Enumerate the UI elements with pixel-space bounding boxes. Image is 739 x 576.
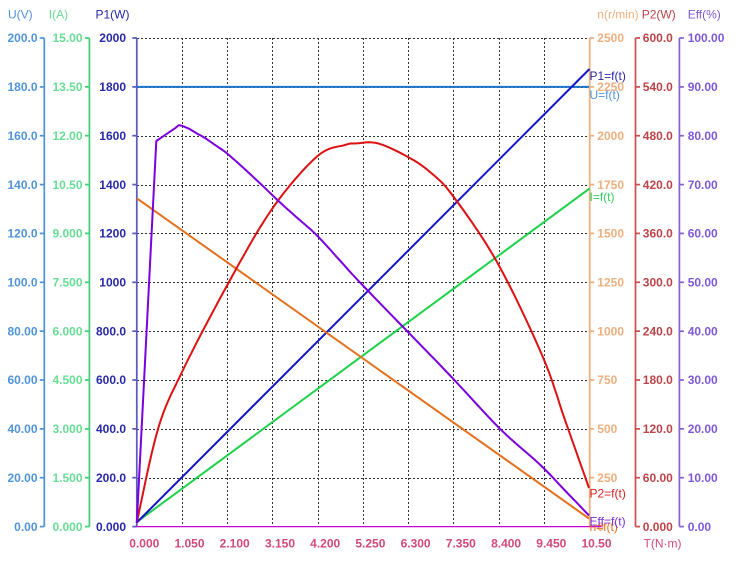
svg-text:60.00: 60.00 [688,227,718,241]
svg-text:0.000: 0.000 [129,537,159,551]
svg-text:40.00: 40.00 [7,422,37,436]
svg-text:6.000: 6.000 [52,324,82,338]
svg-text:20.00: 20.00 [688,422,718,436]
svg-text:200.0: 200.0 [7,31,37,45]
svg-text:120.0: 120.0 [643,422,673,436]
svg-text:1400: 1400 [99,178,126,192]
svg-text:360.0: 360.0 [643,227,673,241]
svg-text:T(N·m): T(N·m) [644,537,682,551]
svg-text:1.500: 1.500 [52,471,82,485]
svg-text:7.350: 7.350 [446,537,476,551]
svg-text:3.000: 3.000 [52,422,82,436]
svg-text:2250: 2250 [597,80,624,94]
svg-text:1.050: 1.050 [174,537,204,551]
svg-text:5.250: 5.250 [355,537,385,551]
svg-text:100.00: 100.00 [688,31,725,45]
svg-text:P2=f(t): P2=f(t) [590,487,626,501]
svg-text:1800: 1800 [99,80,126,94]
svg-text:Eff(%): Eff(%) [688,8,721,22]
svg-text:400.0: 400.0 [96,422,126,436]
svg-text:250: 250 [597,471,617,485]
svg-text:480.0: 480.0 [643,129,673,143]
svg-text:800.0: 800.0 [96,324,126,338]
svg-text:540.0: 540.0 [643,80,673,94]
svg-text:P1(W): P1(W) [96,8,130,22]
svg-text:0.000: 0.000 [643,520,673,534]
svg-text:80.00: 80.00 [7,324,37,338]
svg-text:2000: 2000 [99,31,126,45]
svg-text:160.0: 160.0 [7,129,37,143]
svg-text:12.00: 12.00 [52,129,82,143]
svg-text:200.0: 200.0 [96,471,126,485]
svg-text:120.0: 120.0 [7,227,37,241]
svg-text:9.450: 9.450 [536,537,566,551]
svg-text:10.50: 10.50 [52,178,82,192]
svg-text:30.00: 30.00 [688,373,718,387]
svg-text:140.0: 140.0 [7,178,37,192]
svg-text:0.00: 0.00 [14,520,38,534]
svg-text:3.150: 3.150 [265,537,295,551]
svg-text:180.0: 180.0 [643,373,673,387]
svg-text:100.0: 100.0 [7,276,37,290]
svg-text:2000: 2000 [597,129,624,143]
svg-text:I(A): I(A) [49,8,68,22]
svg-text:1000: 1000 [99,276,126,290]
svg-text:60.00: 60.00 [643,471,673,485]
svg-text:P2(W): P2(W) [642,8,676,22]
svg-text:U=f(t): U=f(t) [590,88,620,102]
svg-text:420.0: 420.0 [643,178,673,192]
svg-text:9.000: 9.000 [52,227,82,241]
svg-text:1250: 1250 [597,276,624,290]
svg-text:70.00: 70.00 [688,178,718,192]
svg-text:1200: 1200 [99,227,126,241]
svg-text:1600: 1600 [99,129,126,143]
svg-text:60.00: 60.00 [7,373,37,387]
svg-text:7.500: 7.500 [52,276,82,290]
svg-text:600.0: 600.0 [643,31,673,45]
svg-text:2.100: 2.100 [220,537,250,551]
svg-text:4.500: 4.500 [52,373,82,387]
svg-text:300.0: 300.0 [643,276,673,290]
svg-text:240.0: 240.0 [643,324,673,338]
svg-text:50.00: 50.00 [688,276,718,290]
svg-text:4.200: 4.200 [310,537,340,551]
svg-text:6.300: 6.300 [401,537,431,551]
svg-text:500: 500 [597,422,617,436]
svg-text:n(r/min): n(r/min) [597,8,638,22]
svg-text:Eff=f(t): Eff=f(t) [590,515,626,529]
svg-text:15.00: 15.00 [52,31,82,45]
svg-text:n=f(t): n=f(t) [590,520,618,534]
svg-text:10.00: 10.00 [688,471,718,485]
svg-text:0.000: 0.000 [52,520,82,534]
svg-text:13.50: 13.50 [52,80,82,94]
svg-text:180.0: 180.0 [7,80,37,94]
svg-text:1500: 1500 [597,227,624,241]
svg-text:0.00: 0.00 [688,520,712,534]
svg-text:80.00: 80.00 [688,129,718,143]
svg-text:1750: 1750 [597,178,624,192]
svg-text:10.50: 10.50 [581,537,611,551]
svg-text:40.00: 40.00 [688,324,718,338]
svg-text:600.0: 600.0 [96,373,126,387]
svg-text:2500: 2500 [597,31,624,45]
svg-text:U(V): U(V) [8,8,33,22]
svg-text:8.400: 8.400 [491,537,521,551]
svg-text:20.00: 20.00 [7,471,37,485]
svg-text:750: 750 [597,373,617,387]
svg-text:I=f(t): I=f(t) [590,190,615,204]
svg-text:1000: 1000 [597,324,624,338]
svg-text:P1=f(t): P1=f(t) [590,69,626,83]
svg-text:0.000: 0.000 [96,520,126,534]
svg-text:90.00: 90.00 [688,80,718,94]
